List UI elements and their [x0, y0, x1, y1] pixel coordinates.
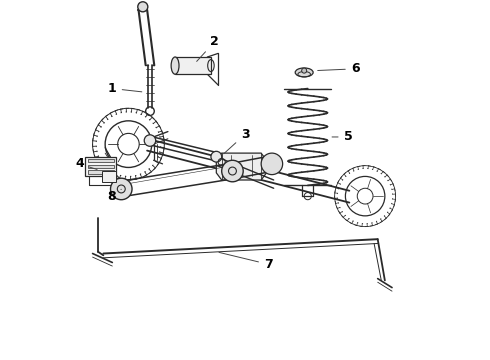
Text: 3: 3 [224, 128, 249, 154]
Text: 4: 4 [75, 157, 97, 170]
Text: 5: 5 [332, 130, 352, 144]
Ellipse shape [171, 57, 179, 74]
Circle shape [138, 2, 148, 12]
Ellipse shape [295, 68, 313, 77]
Circle shape [302, 68, 307, 73]
Text: 1: 1 [108, 82, 142, 95]
Text: 6: 6 [318, 62, 360, 75]
Bar [88, 165, 114, 168]
Bar [88, 170, 114, 174]
Text: 7: 7 [219, 252, 272, 271]
Text: 8: 8 [107, 189, 122, 203]
Bar [88, 159, 114, 162]
Circle shape [221, 160, 243, 182]
Circle shape [261, 153, 283, 175]
Bar [175, 57, 211, 74]
Text: 2: 2 [196, 35, 219, 62]
Polygon shape [216, 153, 267, 180]
Circle shape [144, 135, 156, 146]
Bar [85, 157, 116, 176]
Circle shape [211, 151, 221, 162]
Bar [101, 171, 116, 182]
Circle shape [111, 178, 132, 200]
